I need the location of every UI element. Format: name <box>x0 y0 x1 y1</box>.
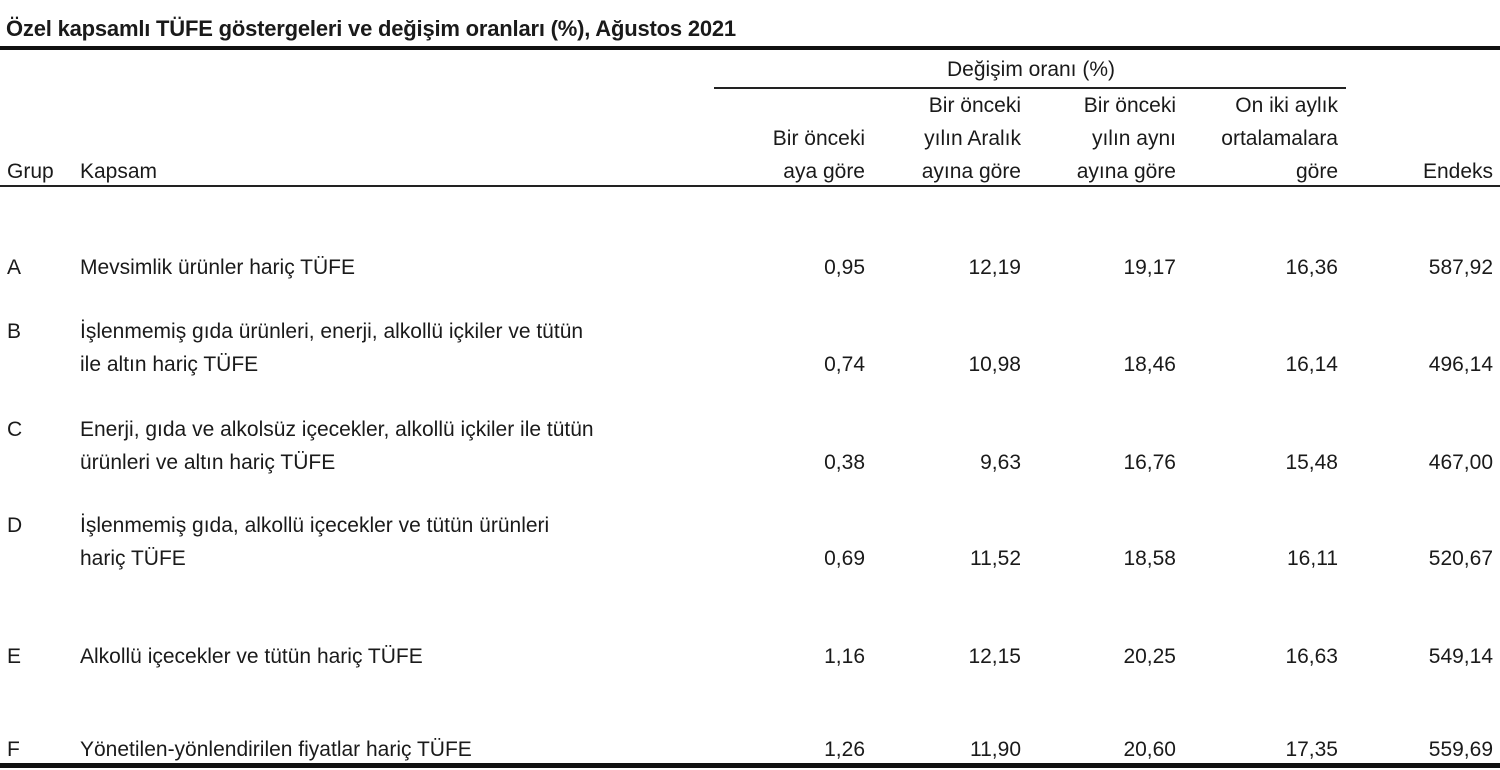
row-endeks: 549,14 <box>1428 645 1493 668</box>
row-grup: E <box>7 645 22 668</box>
row-kapsam: Yönetilen-yönlendirilen fiyatlar hariç T… <box>80 738 472 761</box>
row-grup: A <box>7 256 22 279</box>
row-annual-change: 20,25 <box>1123 645 1176 668</box>
column-header-kapsam: Kapsam <box>80 160 158 183</box>
row-monthly-change: 1,26 <box>824 738 865 761</box>
row-monthly-change: 0,38 <box>824 451 865 474</box>
row-kapsam: İşlenmemiş gıda ürünleri, enerji, alkoll… <box>80 320 584 376</box>
row-monthly-change: 1,16 <box>824 645 865 668</box>
row-average-change: 16,63 <box>1285 645 1338 668</box>
row-average-change: 16,11 <box>1287 547 1338 570</box>
row-december-change: 11,52 <box>970 547 1021 570</box>
row-endeks: 496,14 <box>1428 353 1493 376</box>
row-average-change: 15,48 <box>1285 451 1338 474</box>
row-average-change: 16,36 <box>1285 256 1338 279</box>
row-average-change: 16,14 <box>1285 353 1338 376</box>
row-kapsam: Mevsimlik ürünler hariç TÜFE <box>80 256 355 279</box>
column-header-twelve-month-average: On iki aylık ortalamalara göre <box>1221 94 1338 183</box>
row-annual-change: 18,46 <box>1123 353 1176 376</box>
row-annual-change: 16,76 <box>1123 451 1176 474</box>
row-grup: B <box>7 320 22 343</box>
row-annual-change: 20,60 <box>1123 738 1176 761</box>
column-header-monthly: Bir önceki aya göre <box>772 127 865 183</box>
row-grup: D <box>7 514 23 537</box>
header-divider <box>0 185 1500 187</box>
row-grup: F <box>7 738 20 761</box>
row-endeks: 587,92 <box>1428 256 1493 279</box>
row-annual-change: 19,17 <box>1123 256 1176 279</box>
top-divider <box>0 46 1500 50</box>
row-average-change: 17,35 <box>1285 738 1338 761</box>
row-december-change: 11,90 <box>970 738 1021 761</box>
row-endeks: 520,67 <box>1428 547 1493 570</box>
row-endeks: 559,69 <box>1428 738 1493 761</box>
row-kapsam: İşlenmemiş gıda, alkollü içecekler ve tü… <box>80 514 550 570</box>
row-december-change: 9,63 <box>980 451 1021 474</box>
column-header-annual: Bir önceki yılın aynı ayına göre <box>1076 94 1176 183</box>
row-december-change: 12,19 <box>968 256 1021 279</box>
row-monthly-change: 0,74 <box>824 353 865 376</box>
row-december-change: 10,98 <box>968 353 1021 376</box>
row-monthly-change: 0,69 <box>824 547 865 570</box>
bottom-divider <box>0 763 1500 768</box>
row-endeks: 467,00 <box>1428 451 1493 474</box>
row-kapsam: Enerji, gıda ve alkolsüz içecekler, alko… <box>80 418 594 474</box>
row-annual-change: 18,58 <box>1123 547 1176 570</box>
row-grup: C <box>7 418 23 441</box>
column-header-grup: Grup <box>7 160 54 183</box>
row-kapsam: Alkollü içecekler ve tütün hariç TÜFE <box>80 645 423 668</box>
column-header-endeks: Endeks <box>1422 160 1493 183</box>
column-header-december: Bir önceki yılın Aralık ayına göre <box>921 94 1021 183</box>
row-monthly-change: 0,95 <box>824 256 865 279</box>
group-header-change-rate: Değişim oranı (%) <box>946 58 1116 81</box>
row-december-change: 12,15 <box>968 645 1021 668</box>
group-header-divider <box>714 87 1346 89</box>
table-title: Özel kapsamlı TÜFE göstergeleri ve değiş… <box>6 16 736 41</box>
